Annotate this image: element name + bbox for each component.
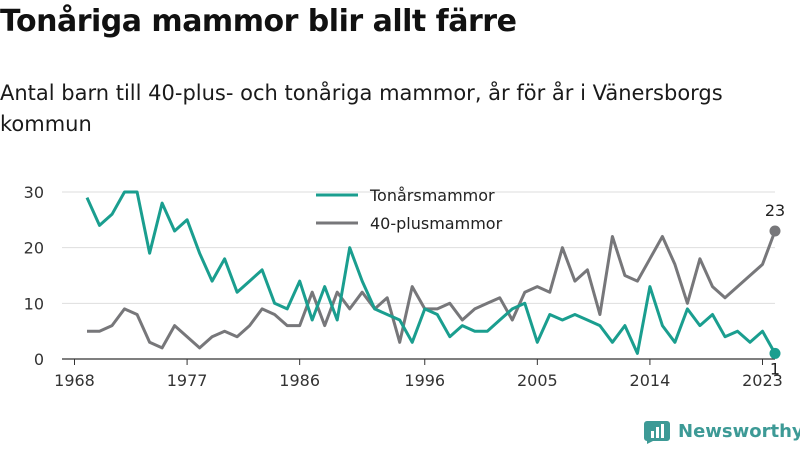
x-tick-label: 1996 [404,371,445,390]
y-tick-label: 0 [34,350,44,369]
x-tick-label: 2023 [742,371,783,390]
y-tick-label: 30 [24,183,44,202]
x-tick-label: 1968 [54,371,95,390]
ton-rsmammor-end-point [769,347,781,359]
40-plusmammor-line [87,230,777,350]
40-plusmammor-end-point [769,225,781,237]
x-tick-label: 2005 [517,371,558,390]
legend: Tonårsmammor 40-plusmammor [316,186,503,233]
y-tick-label: 10 [24,294,44,313]
legend-label: Tonårsmammor [369,186,495,205]
x-tick-label: 2014 [630,371,671,390]
axes: 0 10 20 30 1968 1977 1986 1996 2005 2014 2023 [24,183,783,390]
ton-rsmammor-end-label: 1 [770,359,780,378]
x-tick-label: 1977 [167,371,208,390]
chart-title: Tonåriga mammor blir allt färre [0,4,517,39]
brand-name: Newsworthy [678,420,800,442]
series-lines: 23 1 [85,190,785,378]
newsworthy-logo-icon [644,421,670,444]
chart-subtitle: Antal barn till 40-plus- och tonåriga ma… [0,81,723,136]
y-tick-label: 20 [24,239,44,258]
newsworthy-logo: Newsworthy [644,418,800,444]
legend-label: 40-plusmammor [370,214,503,233]
ton-rsmammor-line [85,190,777,355]
x-tick-label: 1986 [279,371,320,390]
40-plusmammor-end-label: 23 [765,201,785,220]
